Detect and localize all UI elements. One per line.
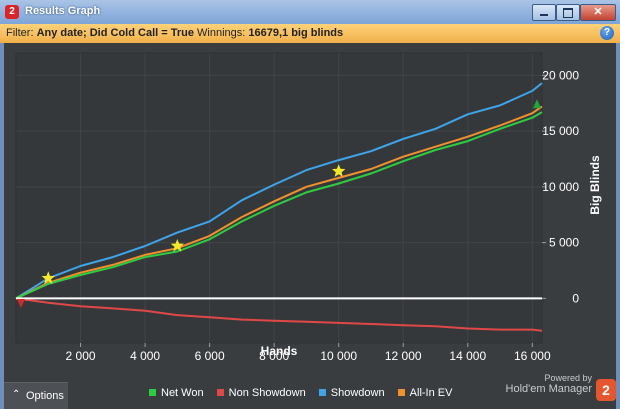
y-tick-label: 15 000 [542, 124, 579, 138]
y-axis-label: Big Blinds [588, 155, 602, 215]
grid [16, 53, 542, 343]
x-tick-label: 10 000 [320, 349, 357, 363]
window-border-right [616, 43, 620, 409]
hm2-logo: 2 [596, 379, 616, 401]
maximize-button[interactable] [556, 4, 580, 21]
powered-by: Powered by Hold'em Manager [506, 373, 592, 395]
filter-prefix: Filter: [6, 27, 34, 39]
legend: Net Won Non Showdown Showdown All-In EV [149, 387, 462, 399]
maximize-icon [563, 8, 573, 18]
y-tick-label: 20 000 [542, 68, 579, 82]
legend-swatch [149, 389, 156, 396]
results-chart: 2 000 4 000 6 000 8 000 10 000 12 000 14 000 16… [4, 43, 616, 380]
series-line-non-showdown [15, 297, 543, 332]
x-axis-label: Hands [261, 344, 298, 358]
legend-item-non-showdown[interactable]: Non Showdown [216, 387, 306, 399]
x-tick-label: 6 000 [195, 349, 225, 363]
x-tick-label: 16 000 [514, 349, 551, 363]
plot-area [15, 52, 543, 344]
x-tick-label: 2 000 [66, 349, 96, 363]
legend-swatch [216, 389, 224, 396]
minimize-icon [540, 14, 548, 16]
x-tick-label: 4 000 [130, 349, 160, 363]
filter-value: Any date; Did Cold Call = True [36, 27, 194, 39]
x-axis: 2 000 4 000 6 000 8 000 10 000 12 000 14 000 16… [66, 343, 551, 363]
product-name: Hold'em Manager [505, 383, 592, 395]
legend-item-net-won[interactable]: Net Won [149, 387, 204, 399]
winnings-value: 16679,1 big blinds [248, 27, 344, 39]
marker-layer [17, 99, 541, 308]
legend-item-showdown[interactable]: Showdown [318, 387, 385, 399]
minimize-button[interactable] [532, 4, 556, 21]
y-tick-label: 0 [572, 291, 579, 305]
bottom-bar: ⌃ Options Net Won Non Showdown Showdown … [4, 373, 616, 409]
close-button[interactable]: ✕ [580, 4, 616, 21]
y-axis: 0 5 000 10 000 15 000 20 000 [542, 68, 579, 305]
chevron-up-icon: ⌃ [12, 389, 21, 400]
x-tick-label: 14 000 [449, 349, 486, 363]
y-tick-label: 10 000 [542, 180, 579, 194]
series-line-showdown [15, 82, 543, 300]
legend-swatch [318, 389, 326, 396]
legend-label: Net Won [161, 387, 204, 399]
filter-summary: Filter: Any date; Did Cold Call = True W… [6, 27, 343, 39]
window-title: Results Graph [25, 5, 101, 17]
series-layer [15, 82, 543, 332]
x-tick-label: 12 000 [385, 349, 422, 363]
series-line-all-in-ev [15, 105, 543, 300]
close-icon: ✕ [593, 6, 603, 18]
star-marker [41, 271, 55, 284]
legend-label: Non Showdown [228, 387, 306, 399]
powered-by-label: Powered by [544, 373, 592, 383]
y-tick-label: 5 000 [549, 236, 579, 250]
window-border-left [0, 43, 4, 409]
star-marker [332, 164, 346, 177]
legend-item-all-in-ev[interactable]: All-In EV [397, 387, 453, 399]
end-triangle-marker [533, 99, 541, 109]
winnings-label: Winnings: [197, 27, 246, 39]
start-triangle-marker [17, 298, 25, 308]
legend-swatch [397, 389, 405, 396]
x-tick-label: 8 000 [259, 349, 289, 363]
filter-bar: Filter: Any date; Did Cold Call = True W… [0, 24, 620, 44]
help-icon[interactable]: ? [600, 26, 614, 40]
star-marker [170, 239, 184, 252]
options-label: Options [26, 390, 64, 402]
title-bar: 2 Results Graph ✕ [0, 0, 620, 25]
hm2-app-icon: 2 [5, 5, 19, 19]
series-line-net-won [15, 111, 543, 300]
legend-label: All-In EV [409, 387, 453, 399]
legend-label: Showdown [330, 387, 385, 399]
options-button[interactable]: ⌃ Options [4, 382, 68, 409]
